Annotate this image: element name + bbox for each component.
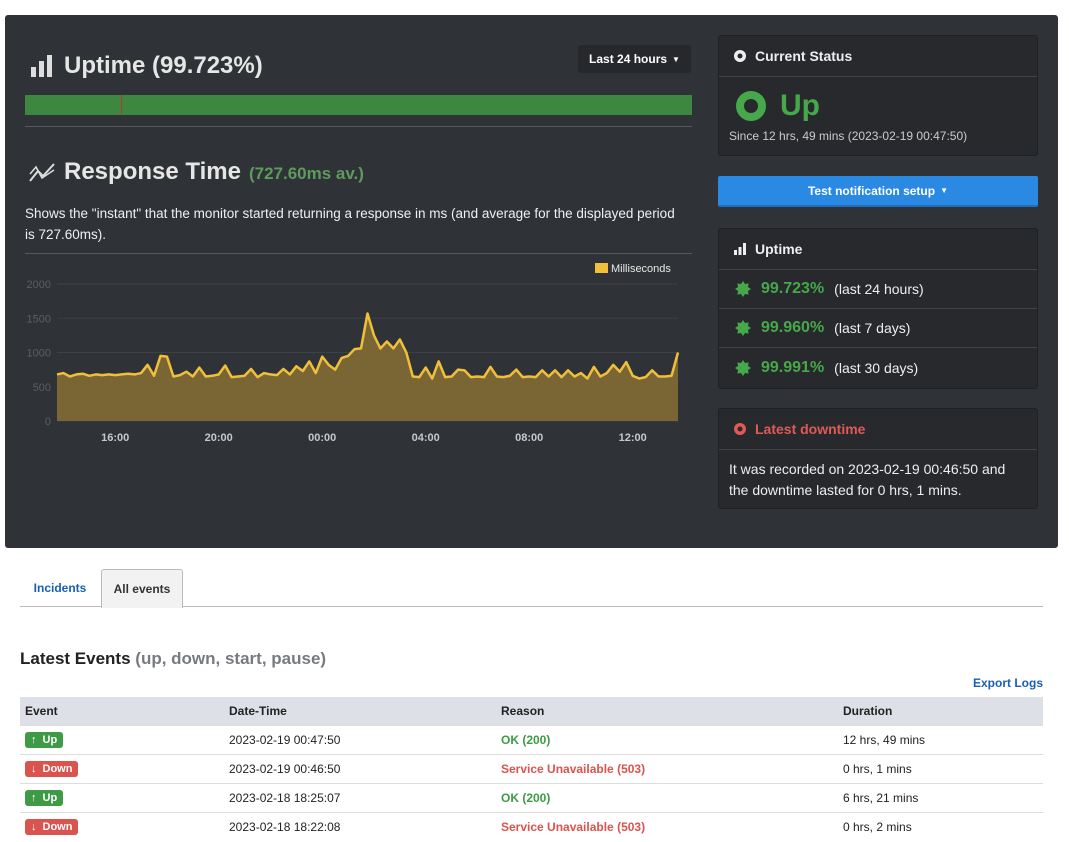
x-tick-label: 12:00 — [619, 432, 647, 444]
event-reason: Service Unavailable (503) — [496, 753, 838, 783]
uptime-period: (last 24 hours) — [834, 281, 924, 297]
event-datetime: 2023-02-19 00:47:50 — [224, 724, 496, 754]
arrow-down-icon: ↓ — [31, 820, 37, 833]
column-header: Event — [20, 697, 224, 725]
events-table: Event Date-Time Reason Duration ↑ Up 2023… — [20, 697, 1043, 841]
event-duration: 0 hrs, 2 mins — [838, 811, 1043, 841]
arrow-up-icon: ↑ — [31, 791, 37, 804]
legend-label[interactable]: Milliseconds — [611, 263, 671, 275]
circle-dot-icon — [734, 423, 746, 435]
uptime-box-title: Uptime — [755, 241, 803, 257]
y-tick-label: 0 — [45, 416, 51, 428]
event-duration: 12 hrs, 49 mins — [838, 724, 1043, 754]
table-row: ↓ Down 2023-02-18 18:22:08 Service Unavai… — [20, 811, 1043, 841]
x-tick-label: 20:00 — [205, 432, 233, 444]
badge-icon — [735, 320, 751, 336]
event-badge: ↑ Up — [25, 789, 64, 806]
current-status-box: Current Status Up Since 12 hrs, 49 mins … — [718, 35, 1038, 156]
line-chart-icon — [29, 163, 55, 182]
caret-down-icon: ▼ — [940, 186, 949, 195]
uptime-row: 99.960% (last 7 days) — [719, 309, 1037, 348]
event-label: Up — [42, 733, 58, 746]
event-badge: ↑ Up — [25, 731, 64, 748]
arrow-up-icon: ↑ — [31, 733, 37, 746]
time-range-label: Last 24 hours — [589, 52, 668, 66]
tab-incidents[interactable]: Incidents — [33, 581, 87, 595]
response-description: Shows the "instant" that the monitor sta… — [25, 206, 675, 242]
status-since: Since 12 hrs, 49 mins (2023-02-19 00:47:… — [729, 129, 968, 143]
column-header: Reason — [496, 697, 838, 725]
uptime-row: 99.723% (last 24 hours) — [719, 270, 1037, 309]
time-range-dropdown[interactable]: Last 24 hours ▼ — [578, 45, 691, 73]
event-tabs: Incidents All events — [20, 569, 1043, 608]
test-notification-button[interactable]: Test notification setup ▼ — [718, 176, 1038, 207]
events-title: Latest Events — [20, 649, 131, 668]
event-duration: 6 hrs, 21 mins — [838, 782, 1043, 812]
response-time-chart: 0 500 1000 1500 2000 16:00 20:00 00:00 04:00 08:0… — [27, 263, 680, 444]
status-up-icon — [736, 91, 766, 121]
uptime-percent: 99.991% — [761, 358, 825, 376]
y-tick-label: 500 — [33, 382, 51, 394]
events-heading: Latest Events (up, down, start, pause) — [20, 649, 326, 669]
uptime-period: (last 7 days) — [834, 320, 911, 336]
response-heading: Response Time (727.60ms av.) — [28, 158, 364, 186]
divider — [25, 253, 692, 254]
uptime-row: 99.991% (last 30 days) — [719, 348, 1037, 387]
event-reason: OK (200) — [496, 724, 838, 754]
latest-downtime-text: It was recorded on 2023-02-19 00:46:50 a… — [729, 461, 1006, 498]
event-datetime: 2023-02-18 18:22:08 — [224, 811, 496, 841]
x-tick-label: 00:00 — [308, 432, 336, 444]
badge-icon — [735, 359, 751, 376]
x-tick-label: 04:00 — [412, 432, 440, 444]
caret-down-icon: ▼ — [672, 54, 680, 64]
area-fill — [57, 313, 678, 421]
event-badge: ↓ Down — [25, 760, 79, 777]
event-datetime: 2023-02-19 00:46:50 — [224, 753, 496, 783]
downtime-marker — [121, 95, 123, 115]
uptime-percent: 99.960% — [761, 319, 825, 336]
event-reason: Service Unavailable (503) — [496, 811, 838, 841]
badge-icon — [735, 281, 751, 297]
current-status-title: Current Status — [755, 48, 853, 64]
event-duration: 0 hrs, 1 mins — [838, 753, 1043, 783]
event-badge: ↓ Down — [25, 818, 79, 835]
uptime-title: Uptime (99.723%) — [64, 52, 263, 79]
bar-chart-icon — [734, 243, 746, 255]
table-row: ↑ Up 2023-02-19 00:47:50 OK (200) 12 hrs,… — [20, 724, 1043, 754]
response-average: (727.60ms av.) — [248, 164, 364, 183]
uptime-period: (last 30 days) — [834, 359, 919, 376]
latest-downtime-box: Latest downtime It was recorded on 2023-… — [718, 408, 1038, 509]
status-value: Up — [780, 89, 820, 122]
response-title: Response Time — [64, 158, 241, 185]
events-subtitle: (up, down, start, pause) — [135, 649, 327, 668]
bar-chart-icon — [31, 55, 52, 77]
tab-all-events[interactable]: All events — [101, 569, 183, 608]
uptime-bar — [25, 95, 692, 115]
table-row: ↑ Up 2023-02-18 18:25:07 OK (200) 6 hrs, … — [20, 782, 1043, 812]
y-tick-label: 1500 — [27, 313, 51, 325]
event-label: Up — [42, 791, 58, 804]
uptime-percent: 99.723% — [761, 280, 825, 297]
event-datetime: 2023-02-18 18:25:07 — [224, 782, 496, 812]
y-tick-label: 2000 — [27, 279, 51, 291]
event-label: Down — [42, 762, 73, 775]
legend-swatch — [595, 263, 608, 273]
test-notification-label: Test notification setup — [807, 183, 936, 198]
y-tick-label: 1000 — [27, 348, 51, 360]
column-header: Date-Time — [224, 697, 496, 725]
circle-dot-icon — [734, 50, 746, 62]
divider — [25, 126, 692, 127]
x-tick-label: 08:00 — [515, 432, 543, 444]
event-label: Down — [42, 820, 73, 833]
uptime-box: Uptime 99.723% (last 24 hours) 99.960% (las… — [718, 228, 1038, 389]
table-row: ↓ Down 2023-02-19 00:46:50 Service Unavai… — [20, 753, 1043, 783]
arrow-down-icon: ↓ — [31, 762, 37, 775]
export-logs-link[interactable]: Export Logs — [972, 676, 1043, 690]
event-reason: OK (200) — [496, 782, 838, 812]
uptime-heading: Uptime (99.723%) — [30, 52, 263, 80]
x-tick-label: 16:00 — [101, 432, 129, 444]
latest-downtime-title: Latest downtime — [755, 421, 866, 437]
column-header: Duration — [838, 697, 1043, 725]
